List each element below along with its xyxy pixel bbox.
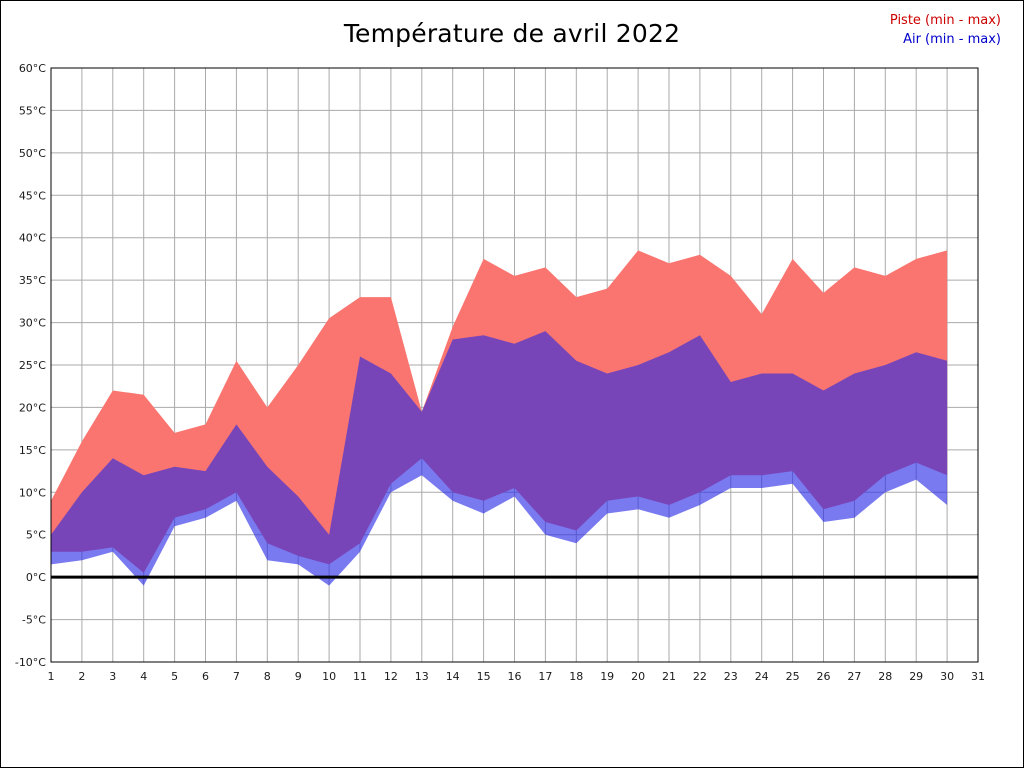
air-band (51, 331, 948, 586)
svg-text:30°C: 30°C (19, 317, 46, 330)
svg-text:21: 21 (662, 670, 676, 683)
svg-text:30: 30 (940, 670, 954, 683)
svg-text:6: 6 (202, 670, 209, 683)
svg-text:19: 19 (600, 670, 614, 683)
svg-text:20: 20 (631, 670, 645, 683)
svg-text:-10°C: -10°C (15, 656, 46, 669)
svg-text:4: 4 (140, 670, 147, 683)
svg-text:13: 13 (415, 670, 429, 683)
svg-text:55°C: 55°C (19, 104, 46, 117)
svg-text:2: 2 (78, 670, 85, 683)
plot-border (50, 67, 979, 663)
legend: Piste (min - max) Air (min - max) (890, 11, 1001, 49)
svg-text:18: 18 (569, 670, 583, 683)
svg-text:9: 9 (295, 670, 302, 683)
svg-text:0°C: 0°C (26, 571, 46, 584)
legend-air-label: Air (min - max) (903, 32, 1001, 47)
svg-text:15: 15 (477, 670, 491, 683)
svg-text:15°C: 15°C (19, 444, 46, 457)
svg-text:5°C: 5°C (26, 529, 46, 542)
svg-text:10°C: 10°C (19, 486, 46, 499)
svg-text:26: 26 (817, 670, 831, 683)
svg-text:12: 12 (384, 670, 398, 683)
svg-text:25: 25 (786, 670, 800, 683)
svg-text:20°C: 20°C (19, 401, 46, 414)
y-axis-labels: -10°C -5°C 0°C 5°C 10°C 15°C 20°C 25°C 30°C 35°C 4… (15, 62, 46, 669)
svg-text:50°C: 50°C (19, 147, 46, 160)
chart-title: Température de avril 2022 (343, 19, 681, 48)
svg-text:16: 16 (508, 670, 522, 683)
svg-text:1: 1 (48, 670, 55, 683)
svg-text:24: 24 (755, 670, 769, 683)
svg-text:25°C: 25°C (19, 359, 46, 372)
svg-text:3: 3 (109, 670, 116, 683)
legend-piste-label: Piste (min - max) (889, 13, 1001, 28)
svg-text:23: 23 (724, 670, 738, 683)
svg-text:22: 22 (693, 670, 707, 683)
svg-text:7: 7 (233, 670, 240, 683)
svg-text:40°C: 40°C (19, 232, 46, 245)
svg-text:17: 17 (538, 670, 552, 683)
svg-text:35°C: 35°C (19, 274, 46, 287)
svg-text:14: 14 (446, 670, 460, 683)
x-axis-labels: 1 2 3 4 5 6 7 8 9 10 11 12 13 14 15 16 17 18 19 20 21 22 23 24 2… (48, 670, 986, 683)
svg-text:8: 8 (264, 670, 271, 683)
svg-text:60°C: 60°C (19, 62, 46, 75)
svg-text:-5°C: -5°C (22, 614, 46, 627)
svg-text:29: 29 (909, 670, 923, 683)
svg-text:27: 27 (847, 670, 861, 683)
svg-text:45°C: 45°C (19, 189, 46, 202)
svg-text:5: 5 (171, 670, 178, 683)
svg-text:31: 31 (971, 670, 985, 683)
svg-text:11: 11 (353, 670, 367, 683)
svg-text:28: 28 (878, 670, 892, 683)
svg-text:10: 10 (322, 670, 336, 683)
